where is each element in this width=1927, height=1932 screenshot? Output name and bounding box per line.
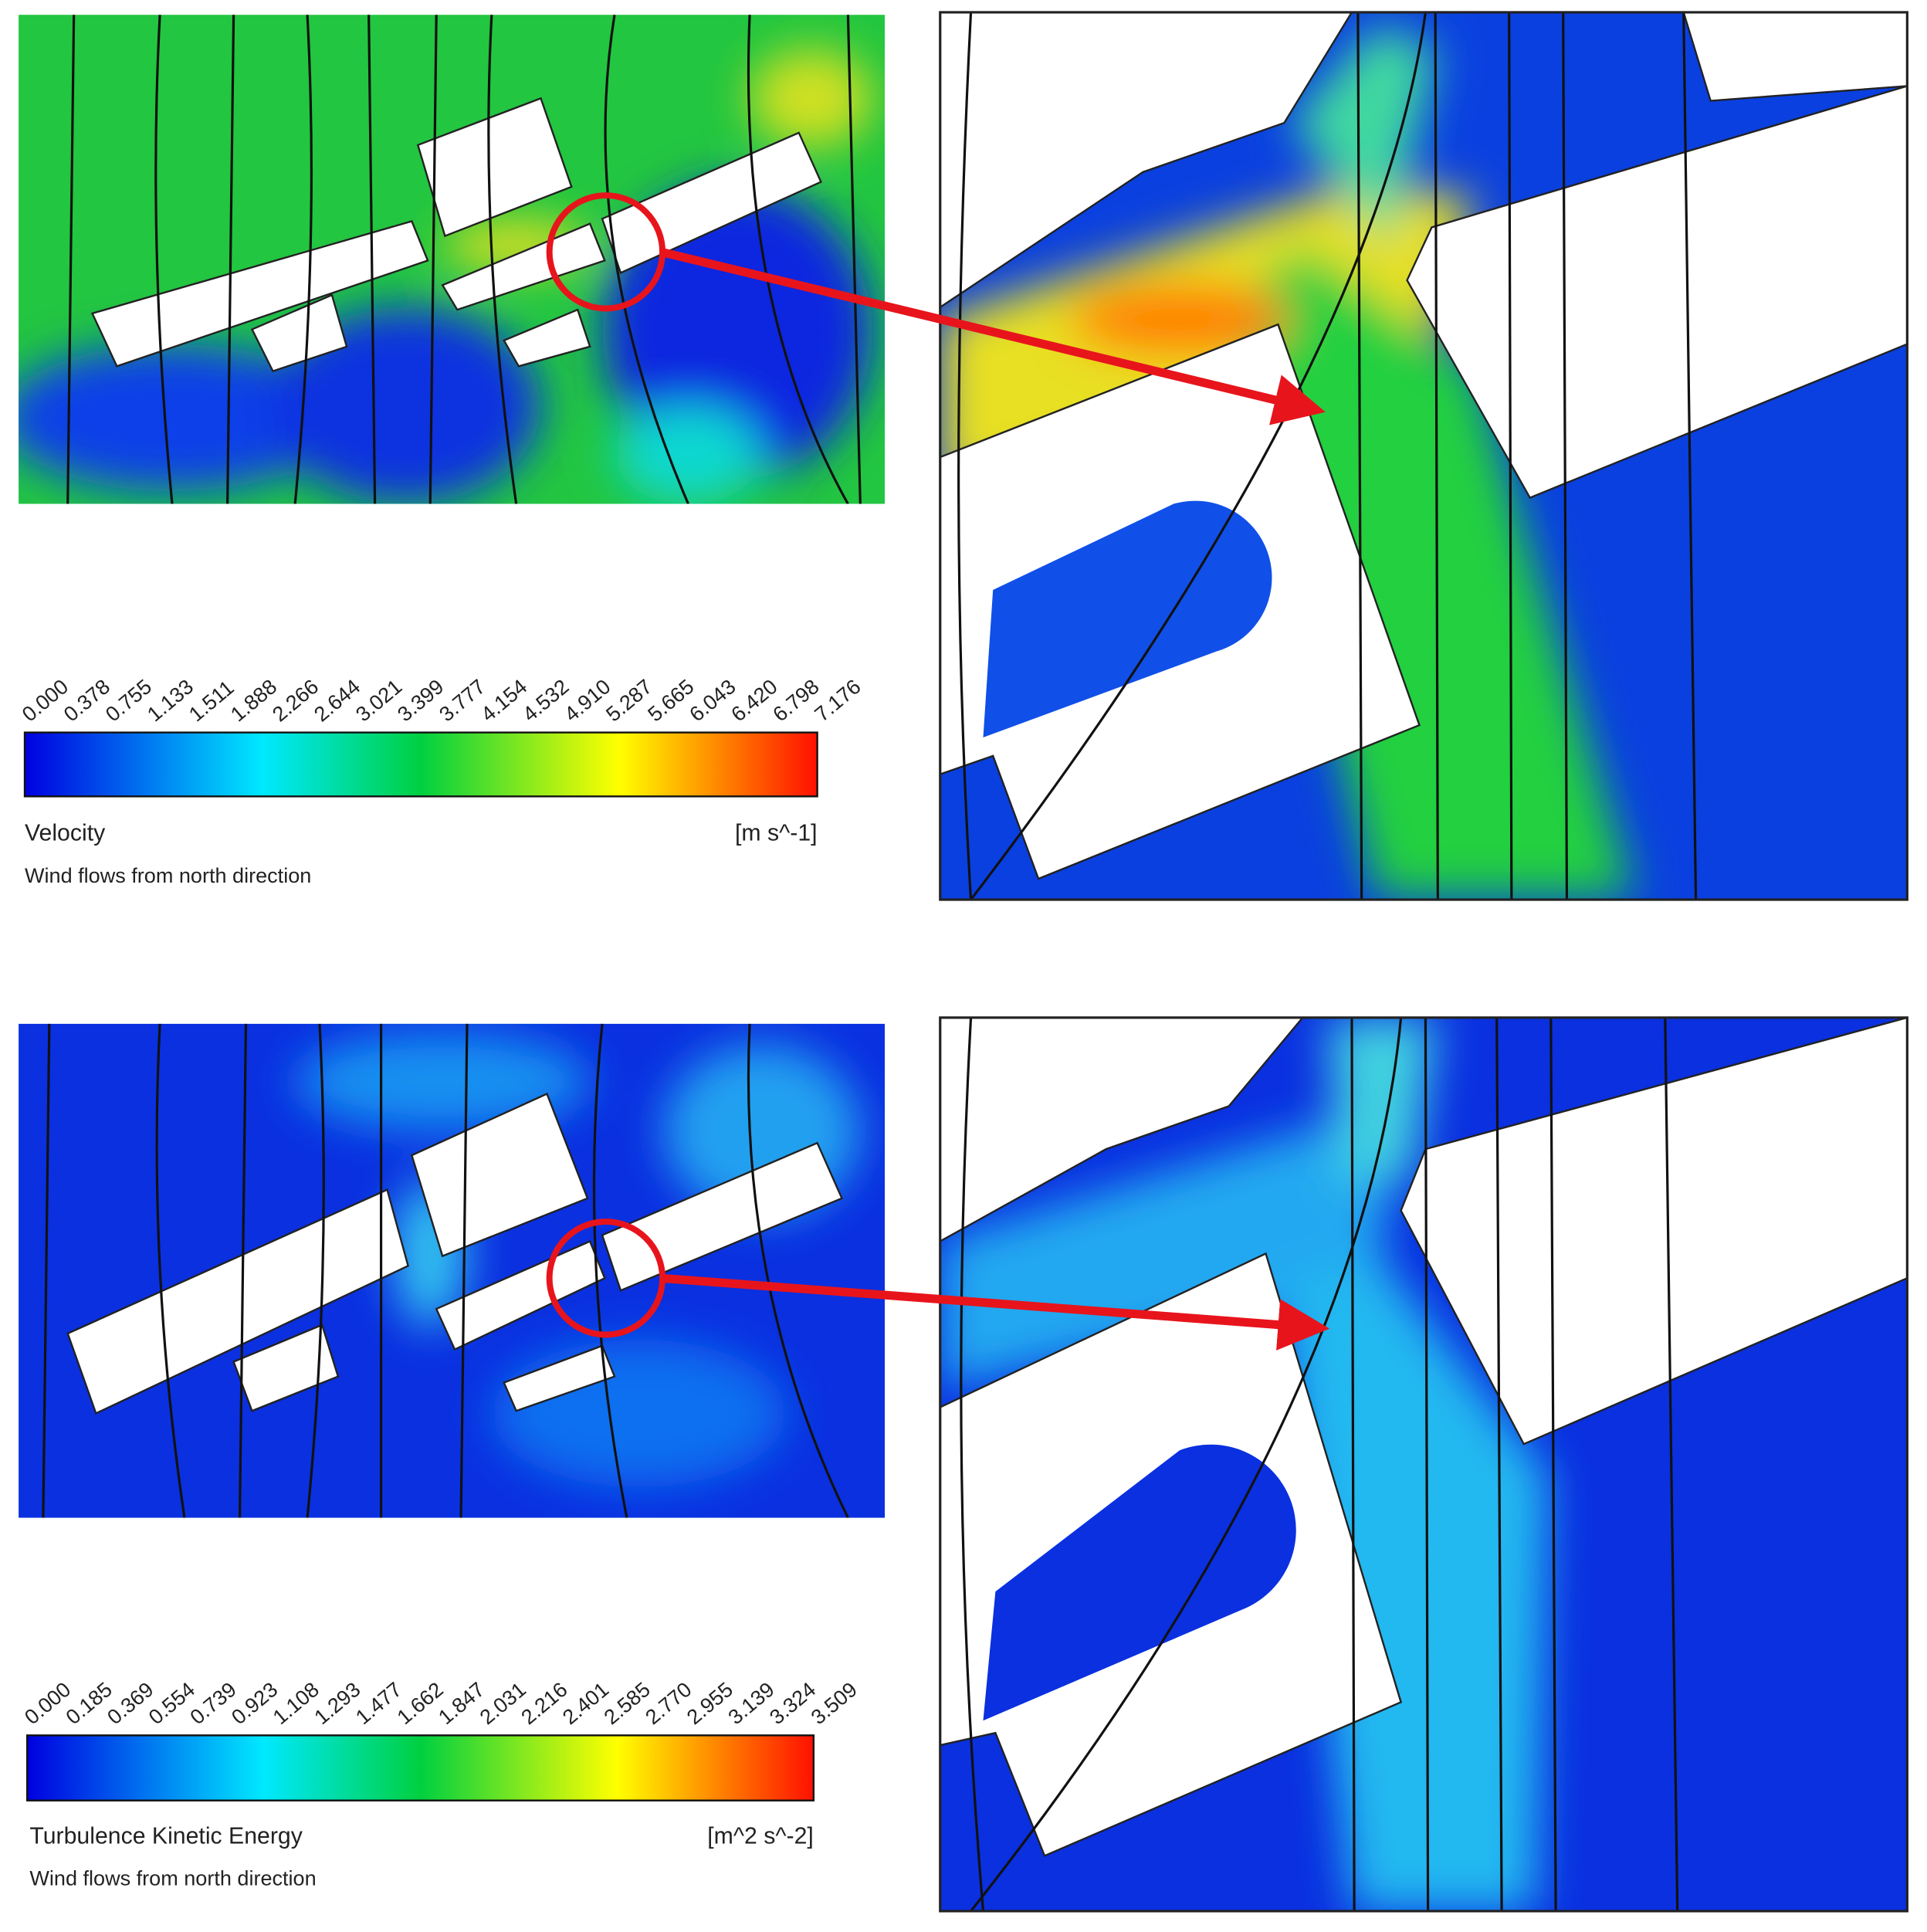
colorbar-tick-label: 4.154 xyxy=(476,675,531,726)
colorbar-tick-label: 0.755 xyxy=(101,675,156,726)
colorbar-tick-label: 2.216 xyxy=(516,1678,571,1729)
colorbar-tick-label: 6.798 xyxy=(769,675,824,726)
colorbar-tick-label: 2.266 xyxy=(268,675,323,726)
colorbar-tick-label: 2.770 xyxy=(641,1678,696,1729)
colorbar-tick-label: 0.369 xyxy=(103,1678,157,1729)
zoom-frame xyxy=(939,11,1908,901)
colorbar-tick-label: 1.511 xyxy=(185,676,239,726)
colorbar-unit: [m^2 s^-2] xyxy=(707,1823,814,1849)
colorbar-tick-label: 2.031 xyxy=(476,1678,530,1729)
colorbar-tick-label: 5.665 xyxy=(643,675,698,726)
colorbar xyxy=(26,1734,815,1802)
colorbar-tick-label: 5.287 xyxy=(601,675,656,726)
caption: Wind flows from north direction xyxy=(25,864,311,887)
colorbar-tick-label: 4.910 xyxy=(560,675,615,726)
tke-zoom xyxy=(940,1017,1908,1911)
zoom-arrow xyxy=(661,1273,1330,1351)
colorbar-tick-label: 6.043 xyxy=(685,675,740,726)
colorbar-tick-label: 0.554 xyxy=(144,1678,199,1729)
colorbar-tick-label: 3.139 xyxy=(724,1678,779,1729)
colorbar-unit: [m s^-1] xyxy=(735,821,818,846)
colorbar-tick-label: 1.108 xyxy=(269,1678,323,1729)
colorbar-tick-label: 3.021 xyxy=(351,675,406,726)
colorbar-tick-label: 1.847 xyxy=(434,1678,489,1729)
colorbar-tick-label: 6.420 xyxy=(726,675,781,726)
colorbar-tick-label: 2.644 xyxy=(310,675,364,726)
colorbar-tick-label: 4.532 xyxy=(518,675,573,726)
colorbar-tick-label: 3.509 xyxy=(807,1678,862,1729)
zoom-frame xyxy=(939,1016,1908,1913)
colorbar-tick-label: 3.324 xyxy=(765,1678,820,1729)
colorbar-tick-label: 3.777 xyxy=(435,675,489,726)
colorbar-tick-label: 0.923 xyxy=(227,1678,282,1729)
colorbar-tick-label: 1.133 xyxy=(143,675,198,726)
colorbar-tick-label: 1.662 xyxy=(393,1678,448,1729)
colorbar-quantity: Velocity xyxy=(25,821,106,846)
colorbar-tick-label: 1.293 xyxy=(310,1678,364,1729)
colorbar-tick-label: 7.176 xyxy=(811,675,865,726)
velocity-zoom xyxy=(940,12,1908,900)
colorbar-tick-label: 1.888 xyxy=(226,675,281,726)
colorbar-quantity: Turbulence Kinetic Energy xyxy=(29,1823,303,1849)
colorbar-tick-label: 0.185 xyxy=(62,1678,117,1729)
colorbar-tick-label: 3.399 xyxy=(393,675,448,726)
colorbar-tick-label: 0.739 xyxy=(186,1678,241,1729)
colorbar-tick-label: 0.000 xyxy=(20,1678,75,1729)
colorbar-tick-label: 0.000 xyxy=(18,675,73,726)
colorbar-tick-label: 2.585 xyxy=(600,1678,655,1729)
colorbar-tick-label: 2.955 xyxy=(682,1678,737,1729)
colorbar-tick-label: 2.401 xyxy=(558,1678,613,1729)
zoom-arrow xyxy=(660,247,1326,425)
velocity-map xyxy=(19,15,886,504)
tke-map xyxy=(19,1023,886,1518)
colorbar-tick-label: 1.477 xyxy=(351,1678,406,1729)
caption: Wind flows from north direction xyxy=(29,1867,316,1890)
colorbar-tick-label: 0.378 xyxy=(59,675,114,726)
colorbar xyxy=(23,731,818,798)
